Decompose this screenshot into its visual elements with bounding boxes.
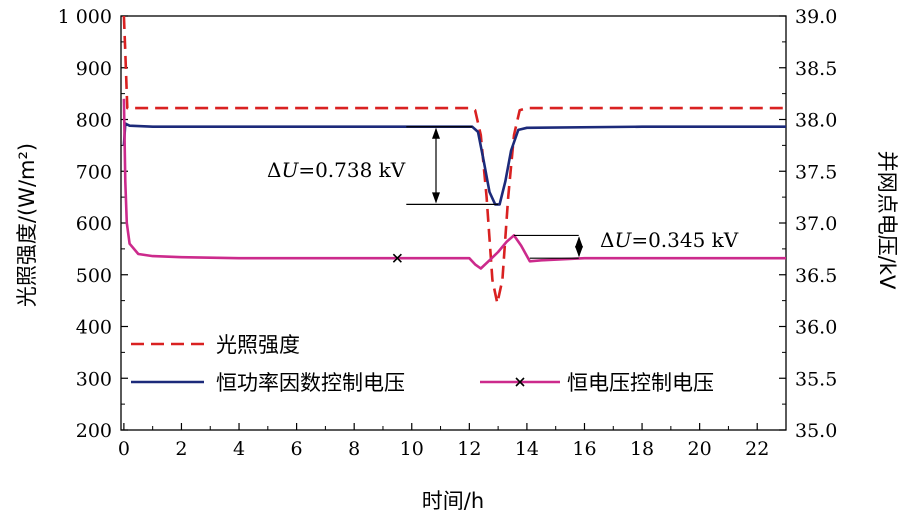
x-tick-label: 0 [118,438,130,460]
x-tick-label: 14 [515,438,539,460]
y-left-tick-label: 600 [76,213,112,235]
x-tick-label: 10 [400,438,424,460]
x-tick-label: 4 [233,438,245,460]
x-tick-label: 22 [745,438,769,460]
y-right-tick-label: 37.0 [795,213,837,235]
annotation-delta-u-2: ΔU=0.345 kV [600,228,739,252]
bracket-1-arrow-up [432,127,440,139]
series-line-0 [122,15,786,305]
y-right-tick-label: 38.0 [795,110,837,132]
y-axis-right-title: 并网点电压/kV [875,151,899,290]
annotation-delta-u-1: ΔU=0.738 kV [267,158,406,182]
plot-frame [120,15,787,431]
y-right-tick-label: 35.0 [795,420,837,442]
y-right-tick-label: 38.5 [795,58,837,80]
y-left-tick-label: 400 [76,317,112,339]
legend-label-pf-voltage: 恒功率因数控制电压 [216,371,405,395]
series-line-1 [122,122,786,206]
y-axis-left-title: 光照强度/(W/m²) [15,143,39,307]
bracket-1-arrow-down [432,192,440,204]
bracket-2-arrow-up [575,236,583,248]
x-tick-label: 2 [175,438,187,460]
x-axis-title: 时间/h [422,489,484,513]
y-right-tick-label: 37.5 [795,161,837,183]
bracket-2-arrow-down [575,246,583,258]
y-left-tick-label: 300 [76,368,112,390]
legend-label-cv-voltage: 恒电压控制电压 [567,371,714,395]
y-right-tick-label: 39.0 [795,6,837,28]
x-tick-label: 18 [630,438,654,460]
y-left-tick-label: 500 [76,265,112,287]
y-left-tick-label: 1 000 [58,6,112,28]
y-left-tick-label: 200 [76,420,112,442]
axes: 0 2 4 6 8 10 12 14 16 18 20 22 200 300 400 500 600 700 800… [58,6,838,460]
x-tick-label: 20 [688,438,712,460]
x-tick-label: 12 [457,438,481,460]
x-tick-label: 16 [572,438,596,460]
y-left-tick-label: 700 [76,161,112,183]
y-left-tick-label: 900 [76,58,112,80]
x-tick-label: 6 [291,438,303,460]
annotations: ΔU=0.738 kV ΔU=0.345 kV [267,126,739,259]
legend: 光照强度 恒功率因数控制电压 恒电压控制电压 [131,333,714,395]
series-layer [122,15,786,305]
y-right-tick-label: 36.5 [795,265,837,287]
y-left-tick-label: 800 [76,110,112,132]
x-tick-label: 8 [348,438,360,460]
legend-label-irradiance: 光照强度 [216,333,300,357]
y-right-tick-label: 35.5 [795,368,837,390]
y-right-tick-label: 36.0 [795,317,837,339]
series-marker-2 [392,253,402,263]
series-line-2 [122,98,786,270]
legend-marker-cv-voltage [515,377,525,387]
